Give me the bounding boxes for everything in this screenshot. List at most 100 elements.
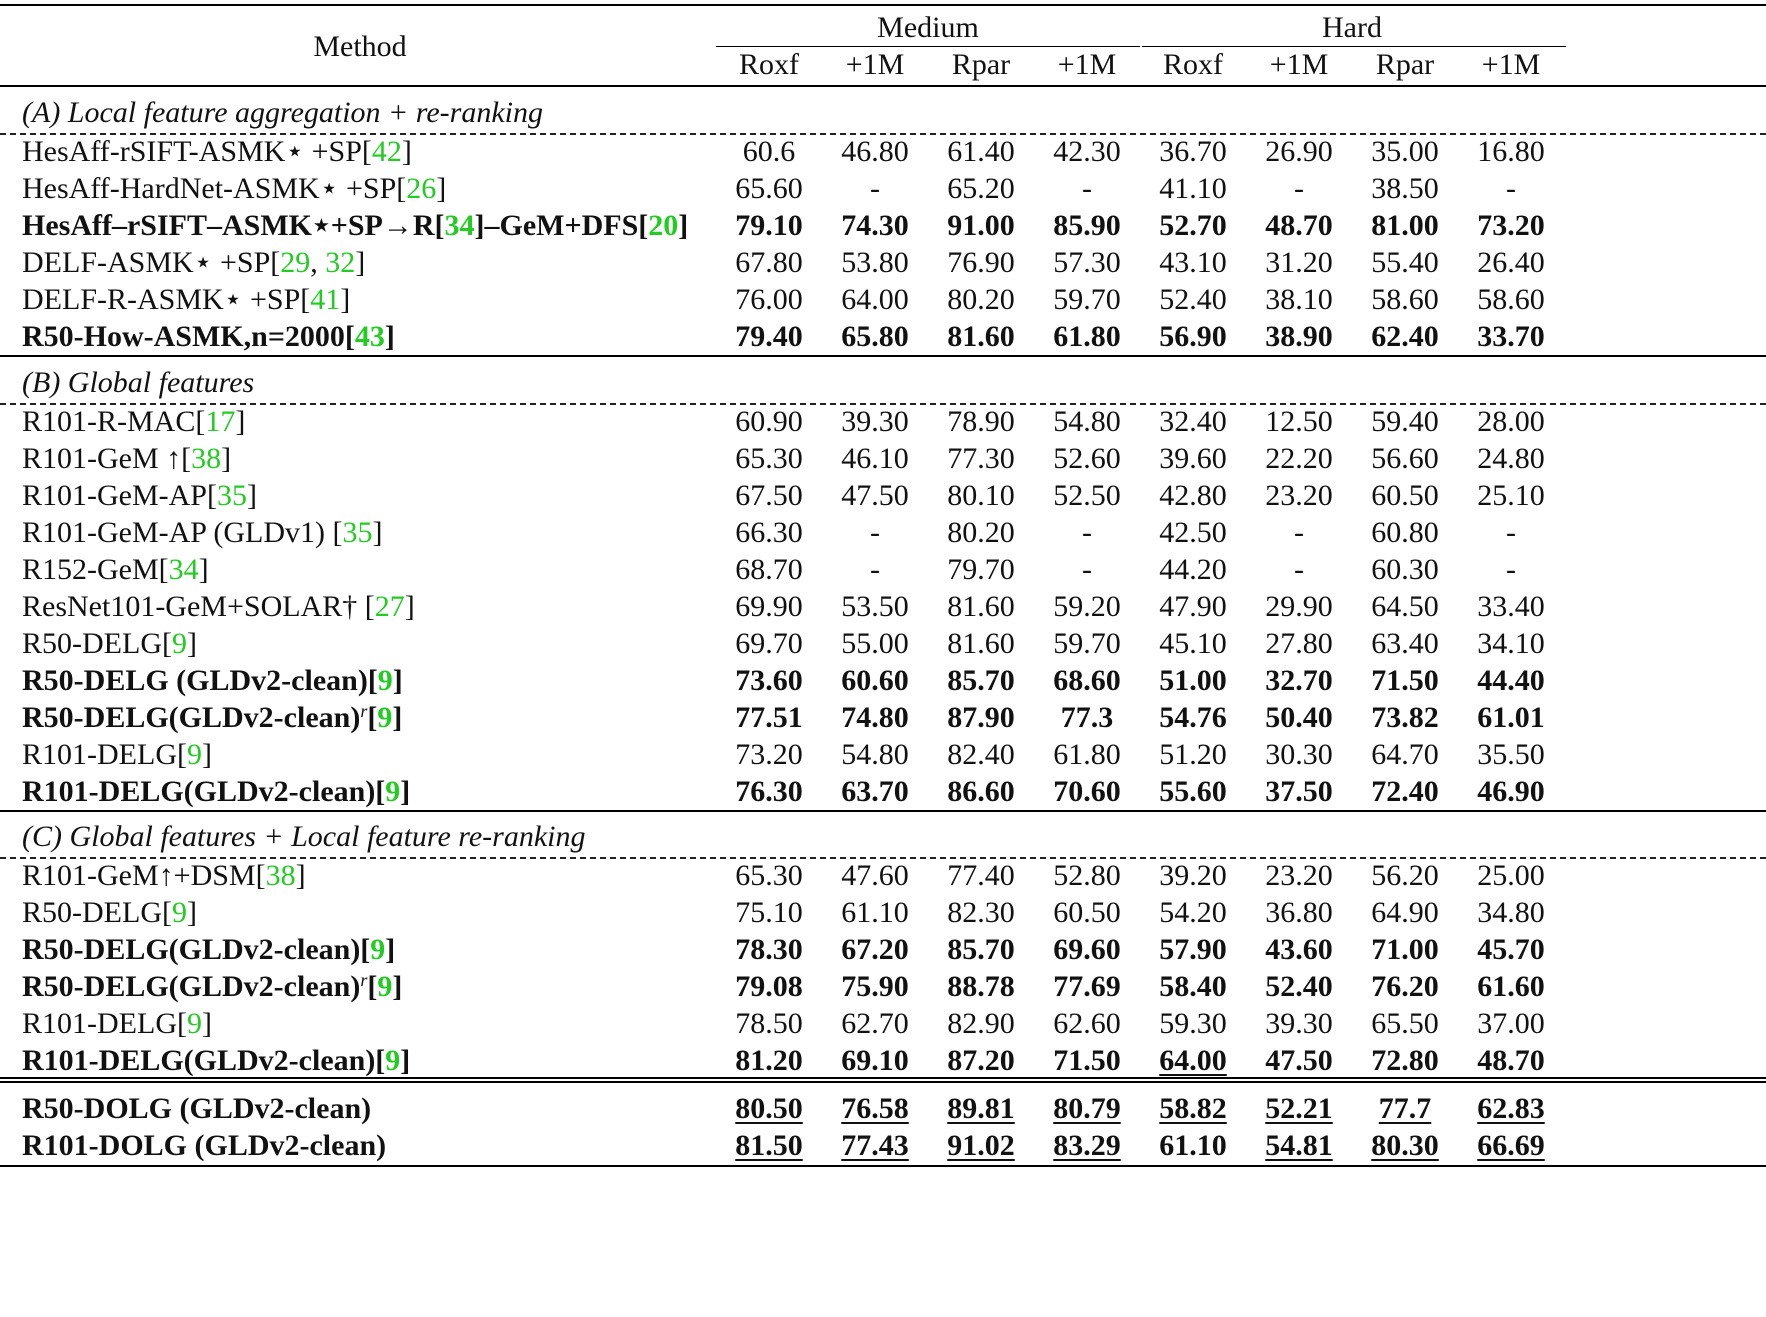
citation-link[interactable]: 9 — [186, 738, 202, 771]
score-cell: 78.30 — [735, 933, 803, 966]
table-row: R101-GeM-AP (GLDv1) [35] 66.30 - 80.20 - 42.5… — [0, 512, 1766, 553]
citation-link[interactable]: 43 — [354, 320, 385, 353]
citation-link[interactable]: 9 — [377, 701, 393, 734]
method-text: [ — [367, 701, 378, 734]
citation-link[interactable]: 9 — [377, 664, 393, 697]
citation-link[interactable]: 34 — [168, 553, 199, 586]
citation-link[interactable]: 9 — [171, 627, 187, 660]
citation-link[interactable]: 9 — [370, 933, 386, 966]
score-cell: 61.60 — [1477, 970, 1545, 1003]
score-cell: 91.00 — [947, 209, 1015, 242]
citation-link[interactable]: 38 — [265, 859, 296, 892]
group-rule-hard — [1142, 46, 1566, 47]
section-dashed-rule — [0, 857, 1766, 859]
score-cell: 76.00 — [735, 283, 803, 316]
citation-link[interactable]: 34 — [444, 209, 475, 242]
citation-link[interactable]: 35 — [342, 516, 373, 549]
score-cell: 61.10 — [841, 896, 909, 929]
citation-link[interactable]: 9 — [377, 970, 393, 1003]
table-row: R152-GeM[34] 68.70 - 79.70 - 44.20 - 60.30 - — [0, 549, 1766, 590]
table-row: R101-DELG[9] 78.50 62.70 82.90 62.60 59.30 39.… — [0, 1003, 1766, 1044]
score-cell: 24.80 — [1477, 442, 1545, 475]
score-cell: 41.10 — [1159, 172, 1227, 205]
method-name: R50-DELG (GLDv2-clean)[9] — [22, 660, 403, 701]
score-cell: 59.20 — [1053, 590, 1121, 623]
citation-link[interactable]: 9 — [385, 775, 401, 808]
score-cell: 81.60 — [947, 320, 1015, 353]
score-cell: 75.90 — [841, 970, 909, 1003]
table-row: R101-DOLG (GLDv2-clean) 81.50 77.43 91.02 83… — [0, 1125, 1766, 1166]
citation-link[interactable]: 26 — [406, 172, 437, 205]
citation-link[interactable]: 9 — [171, 896, 187, 929]
score-cell: - — [1082, 553, 1092, 586]
citation-link[interactable]: 17 — [205, 405, 236, 438]
score-cell: 63.40 — [1371, 627, 1439, 660]
score-cell: 26.40 — [1477, 246, 1545, 279]
score-cell: 23.20 — [1265, 479, 1333, 512]
score-cell: 82.30 — [947, 896, 1015, 929]
score-cell: 46.10 — [841, 442, 909, 475]
citation-link[interactable]: 20 — [648, 209, 679, 242]
score-cell: 57.30 — [1053, 246, 1121, 279]
table-row: R50-DELG(GLDv2-clean)r[9] 79.08 75.90 88.78… — [0, 966, 1766, 1007]
method-text: [ — [367, 970, 378, 1003]
score-cell: 72.40 — [1371, 775, 1439, 808]
method-text: R50-DOLG (GLDv2-clean) — [22, 1092, 372, 1125]
citation-link[interactable]: 9 — [385, 1044, 401, 1077]
citation-link[interactable]: 41 — [310, 283, 341, 316]
method-text: R50-DELG(GLDv2-clean) — [22, 701, 361, 734]
score-cell: 76.90 — [947, 246, 1015, 279]
method-text: R101-GeM↑+DSM[ — [22, 859, 266, 892]
score-cell: 47.50 — [1265, 1044, 1333, 1077]
score-cell: - — [1082, 516, 1092, 549]
score-cell: 85.70 — [947, 933, 1015, 966]
method-text: R50-DELG[ — [22, 627, 172, 660]
score-cell: 56.60 — [1371, 442, 1439, 475]
score-cell: 44.40 — [1477, 664, 1545, 697]
citation-link[interactable]: 38 — [191, 442, 222, 475]
score-cell: 69.70 — [735, 627, 803, 660]
method-text: R101-DELG(GLDv2-clean)[ — [22, 775, 386, 808]
score-cell: 32.70 — [1265, 664, 1333, 697]
score-cell: 55.40 — [1371, 246, 1439, 279]
score-cell: 60.90 — [735, 405, 803, 438]
score-cell: 39.20 — [1159, 859, 1227, 892]
score-cell: 39.30 — [841, 405, 909, 438]
score-cell: - — [1294, 516, 1304, 549]
citation-link[interactable]: 35 — [217, 479, 247, 512]
score-cell: 80.20 — [947, 516, 1015, 549]
score-cell: 61.10 — [1159, 1129, 1227, 1162]
score-cell: 67.20 — [841, 933, 909, 966]
score-cell: 48.70 — [1477, 1044, 1545, 1077]
score-cell: 45.70 — [1477, 933, 1545, 966]
score-cell: 89.81 — [947, 1092, 1015, 1125]
score-cell: 58.60 — [1371, 283, 1439, 316]
score-cell: 22.20 — [1265, 442, 1333, 475]
score-cell: 60.60 — [841, 664, 909, 697]
citation-link[interactable]: 27 — [374, 590, 405, 623]
method-text: R101-DOLG (GLDv2-clean) — [22, 1129, 387, 1162]
score-cell: 63.70 — [841, 775, 909, 808]
citation-link[interactable]: 29 — [280, 246, 311, 279]
method-text: ] — [198, 553, 209, 586]
method-text: ] — [384, 320, 395, 353]
citation-link[interactable]: 32 — [325, 246, 356, 279]
score-cell: 73.20 — [735, 738, 803, 771]
method-name: R101-DELG[9] — [22, 734, 212, 775]
citation-link[interactable]: 9 — [186, 1007, 202, 1040]
score-cell: 48.70 — [1265, 209, 1333, 242]
score-cell: 60.6 — [742, 135, 796, 168]
table-row: ResNet101-GeM+SOLAR† [27] 69.90 53.50 81.60… — [0, 586, 1766, 627]
score-cell: 56.90 — [1159, 320, 1227, 353]
table-row: R101-GeM ↑[38] 65.30 46.10 77.30 52.60 39.60 2… — [0, 438, 1766, 479]
method-text: ] — [295, 859, 306, 892]
score-cell: 52.80 — [1053, 859, 1121, 892]
score-cell: 88.78 — [947, 970, 1015, 1003]
score-cell: 60.50 — [1371, 479, 1439, 512]
method-text: R101-GeM-AP (GLDv1) [ — [22, 516, 343, 549]
score-cell: 73.82 — [1371, 701, 1439, 734]
score-cell: 33.40 — [1477, 590, 1545, 623]
group-rule-medium — [716, 46, 1140, 47]
method-name: R50-DELG(GLDv2-clean)r[9] — [22, 966, 402, 1007]
citation-link[interactable]: 42 — [371, 135, 402, 168]
